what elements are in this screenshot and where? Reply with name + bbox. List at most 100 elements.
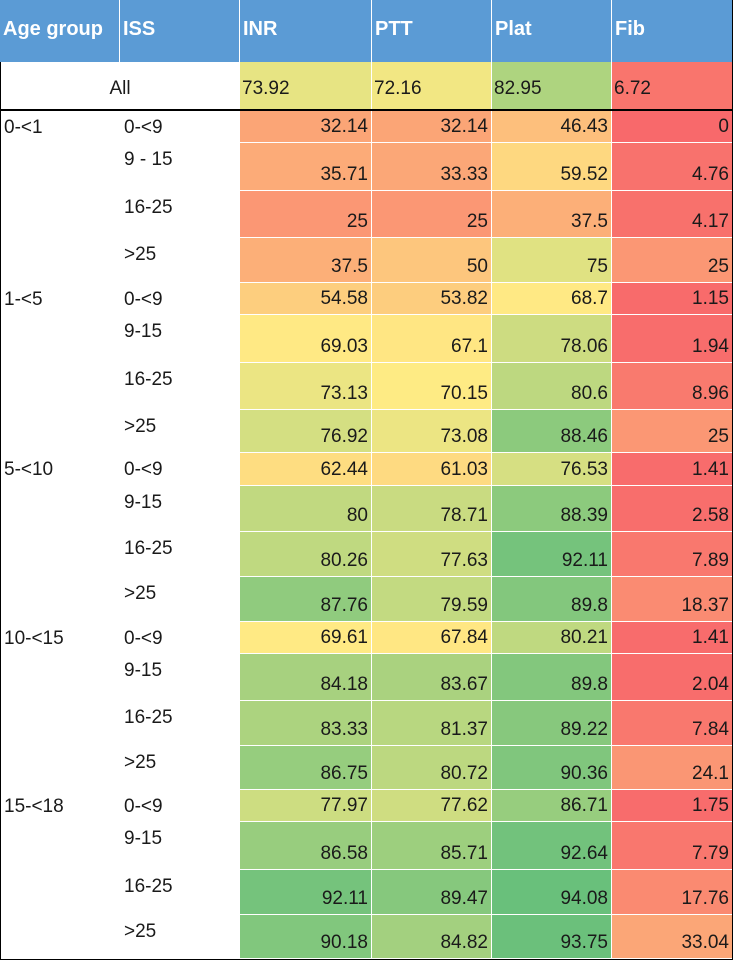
table-cell-fib: 17.76 xyxy=(612,870,733,915)
table-cell-ptt: 67.84 xyxy=(372,622,492,654)
table-left-border xyxy=(0,62,1,960)
table-cell-ptt: 67.1 xyxy=(372,315,492,363)
iss-label: 16-25 xyxy=(120,870,240,915)
table-cell-fib: 1.41 xyxy=(612,622,733,654)
table-cell-inr: 69.61 xyxy=(240,622,372,654)
all-inr-value: 73.92 xyxy=(240,62,372,110)
table-cell-plat: 59.52 xyxy=(492,143,612,191)
table-cell-inr: 92.11 xyxy=(240,870,372,915)
table-cell-plat: 89.22 xyxy=(492,701,612,746)
table-cell-inr: 69.03 xyxy=(240,315,372,363)
table-cell-plat: 92.64 xyxy=(492,822,612,870)
table-cell-inr: 80.26 xyxy=(240,532,372,577)
table-cell-fib: 4.76 xyxy=(612,143,733,191)
column-header-iss: ISS xyxy=(120,0,240,62)
table-cell-inr: 35.71 xyxy=(240,143,372,191)
column-header-inr: INR xyxy=(240,0,372,62)
table-cell-ptt: 78.71 xyxy=(372,486,492,532)
column-header-ptt: PTT xyxy=(372,0,492,62)
table-cell-ptt: 83.67 xyxy=(372,654,492,701)
table-cell-plat: 46.43 xyxy=(492,111,612,143)
table-cell-fib: 7.89 xyxy=(612,532,733,577)
table-cell-plat: 75 xyxy=(492,238,612,283)
table-cell-ptt: 61.03 xyxy=(372,453,492,486)
table-cell-inr: 86.75 xyxy=(240,746,372,790)
iss-label: 0-<9 xyxy=(120,622,240,654)
iss-label: 9-15 xyxy=(120,315,240,363)
table-cell-plat: 78.06 xyxy=(492,315,612,363)
table-cell-fib: 1.41 xyxy=(612,453,733,486)
iss-label: 9-15 xyxy=(120,654,240,701)
iss-label: 16-25 xyxy=(120,363,240,410)
table-cell-plat: 76.53 xyxy=(492,453,612,486)
column-header-fib: Fib xyxy=(612,0,733,62)
table-cell-ptt: 77.62 xyxy=(372,790,492,822)
table-cell-plat: 80.6 xyxy=(492,363,612,410)
table-cell-fib: 0 xyxy=(612,111,733,143)
iss-label: >25 xyxy=(120,238,240,283)
table-cell-inr: 84.18 xyxy=(240,654,372,701)
iss-label: 9-15 xyxy=(120,822,240,870)
iss-label: 0-<9 xyxy=(120,111,240,143)
column-header-age-group: Age group xyxy=(0,0,120,62)
table-cell-ptt: 84.82 xyxy=(372,915,492,959)
table-cell-inr: 62.44 xyxy=(240,453,372,486)
table-cell-plat: 94.08 xyxy=(492,870,612,915)
table-cell-ptt: 85.71 xyxy=(372,822,492,870)
age-group-label: 1-<5 xyxy=(0,283,120,315)
iss-label: 16-25 xyxy=(120,532,240,577)
table-cell-inr: 80 xyxy=(240,486,372,532)
table-cell-ptt: 50 xyxy=(372,238,492,283)
table-cell-plat: 80.21 xyxy=(492,622,612,654)
table-cell-fib: 24.1 xyxy=(612,746,733,790)
iss-label: >25 xyxy=(120,915,240,959)
all-ptt-value: 72.16 xyxy=(372,62,492,110)
table-cell-fib: 1.75 xyxy=(612,790,733,822)
all-row-label: All xyxy=(109,78,131,99)
table-cell-plat: 89.8 xyxy=(492,577,612,622)
age-group-label: 5-<10 xyxy=(0,453,120,486)
table-cell-ptt: 80.72 xyxy=(372,746,492,790)
table-cell-inr: 25 xyxy=(240,191,372,238)
iss-label: 9-15 xyxy=(120,486,240,532)
table-cell-inr: 87.76 xyxy=(240,577,372,622)
table-cell-ptt: 77.63 xyxy=(372,532,492,577)
table-cell-fib: 4.17 xyxy=(612,191,733,238)
table-cell-plat: 88.46 xyxy=(492,410,612,453)
table-cell-plat: 86.71 xyxy=(492,790,612,822)
header-divider xyxy=(0,109,733,111)
table-cell-plat: 37.5 xyxy=(492,191,612,238)
table-cell-inr: 54.58 xyxy=(240,283,372,315)
table-cell-ptt: 73.08 xyxy=(372,410,492,453)
table-cell-fib: 1.15 xyxy=(612,283,733,315)
table-cell-plat: 92.11 xyxy=(492,532,612,577)
table-cell-fib: 2.04 xyxy=(612,654,733,701)
table-cell-ptt: 79.59 xyxy=(372,577,492,622)
table-cell-ptt: 53.82 xyxy=(372,283,492,315)
iss-label: 0-<9 xyxy=(120,790,240,822)
table-cell-fib: 25 xyxy=(612,410,733,453)
table-cell-ptt: 25 xyxy=(372,191,492,238)
iss-label: >25 xyxy=(120,577,240,622)
table-cell-inr: 32.14 xyxy=(240,111,372,143)
table-cell-plat: 90.36 xyxy=(492,746,612,790)
table-cell-inr: 76.92 xyxy=(240,410,372,453)
iss-label: >25 xyxy=(120,746,240,790)
table-bottom-border xyxy=(0,959,733,960)
iss-label: 16-25 xyxy=(120,701,240,746)
table-cell-plat: 93.75 xyxy=(492,915,612,959)
table-cell-fib: 7.84 xyxy=(612,701,733,746)
column-header-plat: Plat xyxy=(492,0,612,62)
iss-label: 0-<9 xyxy=(120,283,240,315)
iss-label: 0-<9 xyxy=(120,453,240,486)
table-cell-inr: 73.13 xyxy=(240,363,372,410)
iss-label: 9 - 15 xyxy=(120,143,240,191)
all-fib-value: 6.72 xyxy=(612,62,733,110)
age-group-label: 10-<15 xyxy=(0,622,120,654)
table-cell-inr: 90.18 xyxy=(240,915,372,959)
table-cell-ptt: 70.15 xyxy=(372,363,492,410)
table-cell-ptt: 89.47 xyxy=(372,870,492,915)
table-cell-fib: 33.04 xyxy=(612,915,733,959)
table-cell-ptt: 33.33 xyxy=(372,143,492,191)
all-plat-value: 82.95 xyxy=(492,62,612,110)
